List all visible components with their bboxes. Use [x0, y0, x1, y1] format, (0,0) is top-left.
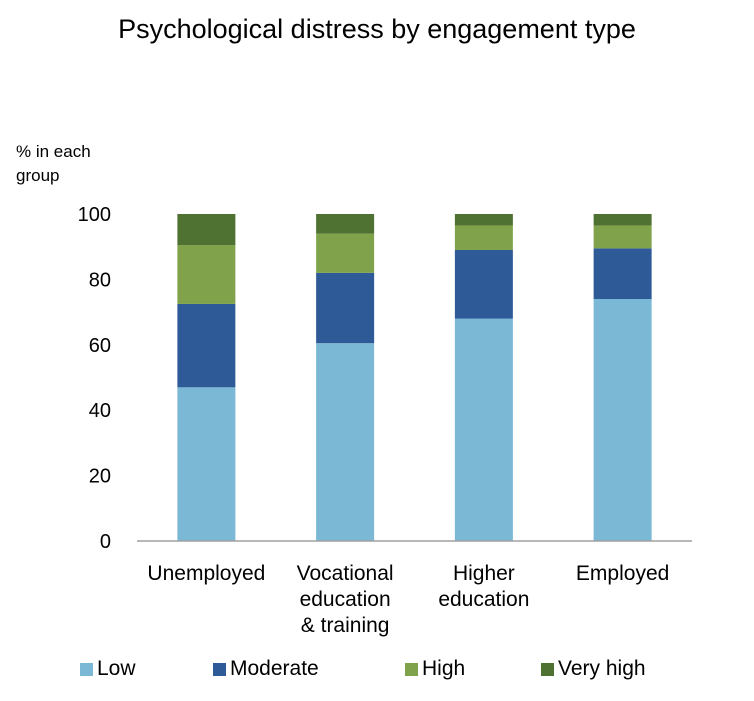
legend-swatch — [80, 662, 93, 676]
bar-segment-moderate — [177, 303, 236, 388]
y-tick-label: 80 — [89, 269, 111, 291]
legend-item-moderate: Moderate — [213, 654, 319, 684]
bar-segment-low — [177, 387, 236, 541]
x-category-label: Unemployed — [147, 562, 265, 585]
legend-label: High — [422, 657, 466, 680]
bar-segment-very-high — [316, 214, 375, 234]
bar-segment-high — [454, 225, 513, 250]
bar-segment-moderate — [316, 272, 375, 344]
bar-segment-high — [316, 233, 375, 273]
y-tick-label: 40 — [89, 400, 111, 422]
bar-segment-low — [593, 299, 652, 541]
bar-stacks — [177, 214, 652, 541]
bar-segment-high — [177, 245, 236, 304]
legend-item-high: High — [405, 654, 465, 684]
bar-segment-moderate — [454, 249, 513, 319]
legend-item-low: Low — [80, 654, 136, 684]
legend-swatch — [541, 662, 554, 676]
y-tick-label: 0 — [100, 531, 111, 553]
y-axis-ticks: 0 20 40 60 80 100 — [78, 204, 111, 553]
y-axis-label: % in each group — [16, 142, 91, 185]
y-tick-label: 60 — [89, 335, 111, 357]
x-category-label: Employed — [576, 562, 669, 585]
x-category-label: Vocational education & training — [297, 562, 394, 637]
bar-segment-high — [593, 225, 652, 249]
legend-swatch — [405, 662, 418, 676]
legend-swatch — [213, 662, 226, 676]
y-tick-label: 100 — [78, 204, 111, 226]
bar-segment-very-high — [177, 214, 236, 246]
legend-label: Very high — [558, 657, 646, 680]
bar-segment-very-high — [454, 214, 513, 226]
y-tick-label: 20 — [89, 466, 111, 488]
legend: Low Moderate High Very high — [0, 654, 754, 684]
category-labels: Unemployed Vocational education & training H… — [147, 562, 669, 637]
bar-segment-low — [316, 343, 375, 541]
bar-segment-moderate — [593, 248, 652, 300]
x-category-label: Higher education — [438, 562, 529, 611]
stacked-bar-chart: 0 20 40 60 80 100 Unemployed Vocational educati… — [78, 204, 692, 637]
legend-item-very-high: Very high — [541, 654, 646, 684]
bar-segment-low — [454, 318, 513, 541]
legend-label: Moderate — [230, 657, 319, 680]
chart-title: Psychological distress by engagement typ… — [118, 14, 636, 44]
legend-label: Low — [97, 657, 136, 680]
bar-segment-very-high — [593, 214, 652, 226]
